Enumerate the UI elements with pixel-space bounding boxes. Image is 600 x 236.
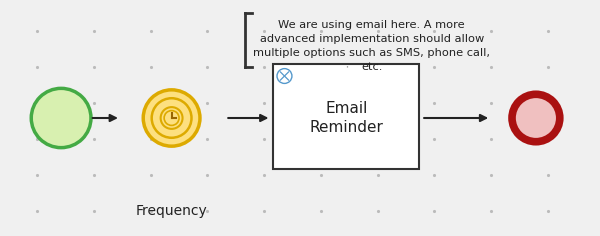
Circle shape [31,88,91,148]
Text: We are using email here. A more
advanced implementation should allow
multiple op: We are using email here. A more advanced… [253,20,490,72]
Circle shape [164,111,179,125]
Circle shape [277,69,292,84]
Text: Frequency: Frequency [136,204,208,218]
Circle shape [512,94,560,142]
Circle shape [152,98,191,138]
FancyBboxPatch shape [273,64,419,169]
Text: Email
Reminder: Email Reminder [310,101,383,135]
Circle shape [161,107,182,129]
Circle shape [143,90,200,146]
